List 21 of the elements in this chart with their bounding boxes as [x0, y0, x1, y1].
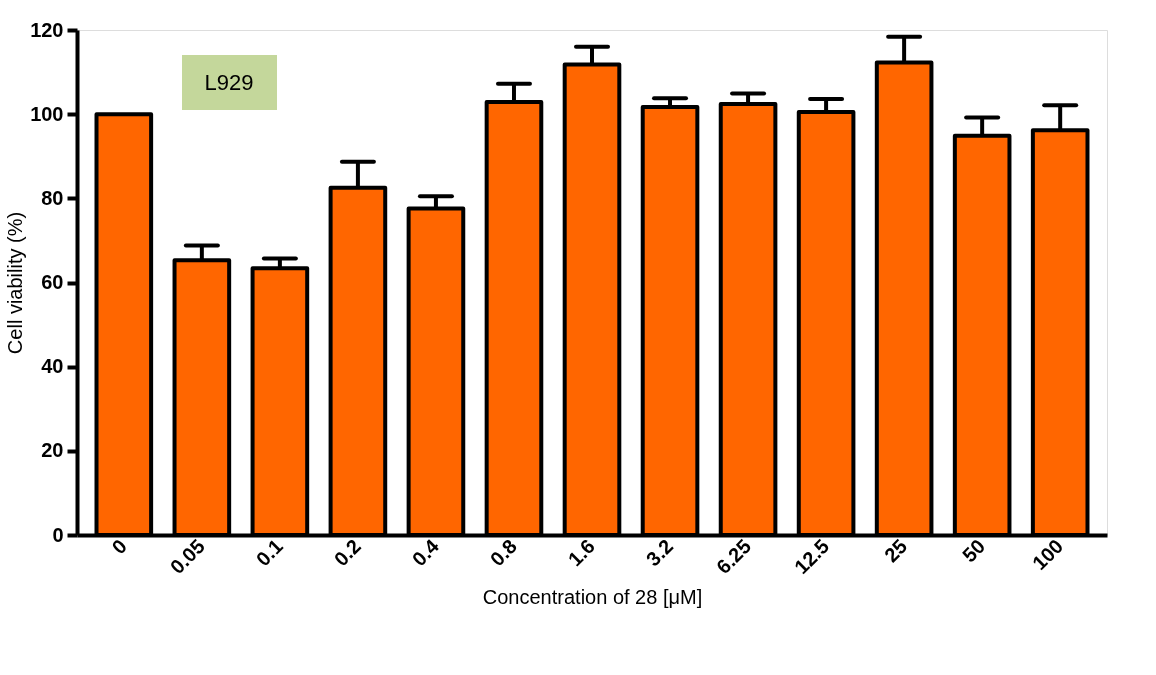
x-tick-label: 0.2 [329, 535, 365, 571]
x-tick-label: 0.1 [251, 535, 287, 571]
x-tick-label: 3.2 [641, 535, 678, 571]
y-tick-label: 100 [30, 102, 64, 125]
x-tick-label: 6.25 [712, 535, 756, 579]
x-tick-label: 25 [879, 535, 912, 567]
x-tick-label: 0.4 [407, 534, 444, 571]
x-tick-label: 0.05 [165, 535, 209, 579]
x-tick-label: 1.6 [563, 535, 600, 571]
y-tick-label: 60 [41, 271, 64, 293]
y-tick-label: 20 [41, 439, 64, 462]
annotation: L929 [204, 70, 254, 95]
x-axis-title: Concentration of 28 [μM] [482, 586, 703, 609]
y-tick-label: 40 [41, 355, 64, 378]
y-axis-title: Cell viability (%) [4, 211, 27, 355]
y-tick-label: 120 [30, 18, 64, 41]
x-tick-label: 0 [107, 535, 131, 559]
x-tick-label: 50 [957, 535, 990, 567]
x-tick-label: 0.8 [485, 535, 522, 571]
x-tick-label: 100 [1028, 535, 1068, 575]
y-tick-label: 80 [41, 186, 64, 209]
